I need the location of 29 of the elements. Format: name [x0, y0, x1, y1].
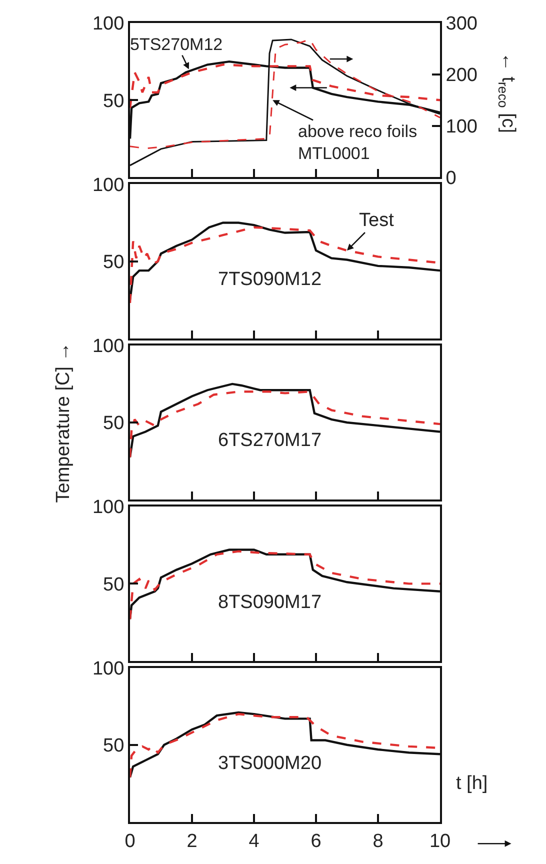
y-tick-label: 50 — [103, 574, 124, 596]
y-axis-title: Temperature [C] → — [52, 342, 74, 503]
y-tick-label: 100 — [92, 336, 124, 358]
y-tick-label: 50 — [103, 252, 124, 273]
y2-tick-label: 100 — [446, 116, 478, 138]
y-tick-label: 100 — [92, 174, 124, 196]
annotation: Test — [359, 210, 395, 231]
x-tick-label: 0 — [124, 830, 136, 852]
x-tick-label: 10 — [429, 830, 451, 852]
x-tick-label: 6 — [310, 830, 322, 852]
annotation: 7TS090M12 — [218, 269, 322, 290]
y-tick-label: 50 — [103, 736, 124, 757]
annotation: 8TS090M17 — [218, 592, 322, 613]
y2-tick-label: 0 — [446, 168, 456, 189]
annotation: 5TS270M12 — [130, 35, 223, 54]
y2-tick-label: 300 — [446, 14, 478, 35]
x-tick-label: 4 — [248, 830, 260, 852]
y-tick-label: 100 — [92, 497, 124, 518]
annotation: above reco foils MTL0001 — [298, 122, 418, 164]
x-axis-title: t [h] — [456, 773, 488, 794]
x-tick-label: 2 — [186, 830, 198, 852]
x-tick-label: 8 — [372, 830, 384, 852]
annotation: 3TS000M20 — [218, 753, 322, 774]
y-tick-label: 50 — [103, 90, 124, 112]
y-tick-label: 50 — [103, 413, 124, 434]
annotation: 6TS270M17 — [218, 430, 322, 451]
y-tick-label: 100 — [92, 14, 124, 35]
y2-tick-label: 200 — [446, 65, 478, 86]
y-tick-label: 100 — [92, 658, 124, 680]
